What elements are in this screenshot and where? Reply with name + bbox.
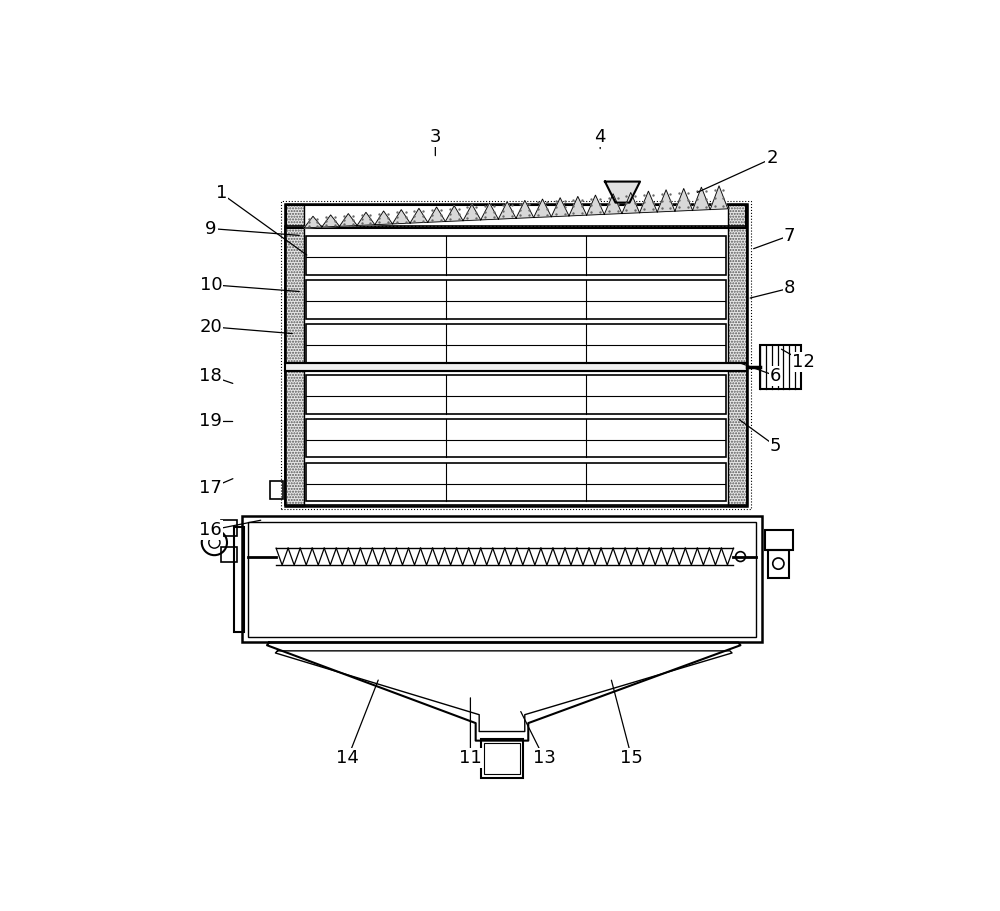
Text: 5: 5 (770, 437, 781, 455)
Polygon shape (640, 191, 657, 213)
Polygon shape (410, 209, 428, 223)
Polygon shape (657, 189, 675, 212)
Bar (248, 522, 756, 637)
Bar (270, 481, 283, 498)
Bar (281, 200, 751, 509)
Text: 16: 16 (199, 521, 222, 539)
Polygon shape (551, 198, 569, 217)
Text: 18: 18 (199, 367, 222, 384)
Bar (728, 204, 747, 506)
Text: 17: 17 (199, 479, 222, 497)
Bar (481, 739, 523, 778)
Bar (234, 527, 244, 632)
Bar (765, 530, 793, 549)
Polygon shape (675, 189, 693, 211)
Polygon shape (428, 207, 445, 222)
Polygon shape (516, 200, 534, 219)
Polygon shape (481, 203, 498, 220)
Polygon shape (534, 200, 551, 218)
Bar (285, 204, 747, 506)
Bar (306, 463, 726, 501)
Polygon shape (392, 210, 410, 224)
Bar (484, 742, 520, 774)
Polygon shape (710, 186, 728, 210)
Text: 8: 8 (784, 279, 795, 297)
Polygon shape (304, 216, 322, 228)
Bar (768, 549, 789, 578)
Text: 14: 14 (336, 749, 359, 767)
Text: 15: 15 (620, 749, 643, 767)
Polygon shape (569, 197, 587, 216)
Bar (306, 324, 726, 363)
Polygon shape (445, 206, 463, 221)
Polygon shape (322, 215, 339, 227)
Bar (286, 205, 746, 228)
Bar (306, 236, 726, 274)
Polygon shape (375, 211, 392, 225)
Bar (221, 520, 237, 536)
Text: 3: 3 (430, 128, 441, 147)
Bar (221, 547, 237, 562)
Text: 19: 19 (199, 413, 222, 431)
Text: 7: 7 (784, 227, 795, 244)
Polygon shape (604, 194, 622, 214)
Bar (285, 226, 747, 505)
Text: 9: 9 (205, 220, 217, 238)
Bar (242, 517, 762, 642)
Text: 11: 11 (459, 749, 482, 767)
Polygon shape (605, 181, 640, 202)
Bar (285, 204, 304, 506)
Text: 12: 12 (792, 353, 815, 371)
Polygon shape (498, 201, 516, 220)
Bar (306, 281, 726, 319)
Polygon shape (463, 204, 481, 220)
Bar (760, 345, 801, 388)
Polygon shape (339, 213, 357, 226)
Bar (285, 204, 304, 506)
Text: 6: 6 (770, 367, 781, 384)
Text: 13: 13 (533, 749, 556, 767)
Text: 20: 20 (199, 318, 222, 336)
Polygon shape (357, 212, 375, 226)
Polygon shape (693, 187, 710, 210)
Polygon shape (622, 192, 640, 213)
Bar (306, 375, 726, 414)
Text: 2: 2 (766, 149, 778, 168)
Bar (306, 419, 726, 457)
Bar (728, 204, 747, 506)
Text: 10: 10 (200, 276, 222, 293)
Text: 4: 4 (594, 128, 606, 147)
Polygon shape (587, 195, 604, 215)
Bar (285, 363, 747, 371)
Text: 1: 1 (216, 185, 227, 202)
